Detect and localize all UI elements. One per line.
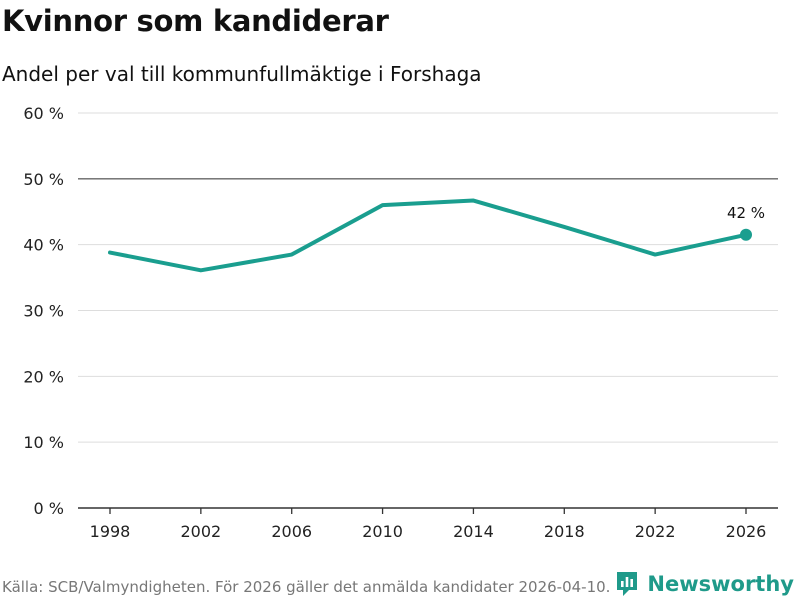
x-tick-label: 2014 <box>453 522 494 541</box>
y-tick-label: 10 % <box>23 433 64 452</box>
y-tick-label: 30 % <box>23 302 64 321</box>
x-tick-label: 2018 <box>544 522 585 541</box>
x-tick-label: 2022 <box>635 522 676 541</box>
data-label: 42 % <box>727 204 765 222</box>
x-tick-label: 2026 <box>726 522 767 541</box>
x-tick-label: 2002 <box>180 522 221 541</box>
y-tick-label: 20 % <box>23 367 64 386</box>
y-tick-label: 60 % <box>23 104 64 123</box>
y-tick-label: 40 % <box>23 236 64 255</box>
source-note: Källa: SCB/Valmyndigheten. För 2026 gäll… <box>2 578 611 596</box>
newsworthy-logo-icon <box>617 572 638 596</box>
brand[interactable]: Newsworthy <box>615 570 794 598</box>
chart-title: Kvinnor som kandiderar <box>2 4 389 38</box>
brand-name: Newsworthy <box>647 572 794 596</box>
series-line <box>108 198 748 273</box>
chart-subtitle: Andel per val till kommunfullmäktige i F… <box>2 62 482 86</box>
x-tick-label: 2006 <box>271 522 312 541</box>
last-data-point <box>740 228 752 241</box>
y-tick-label: 0 % <box>34 499 64 518</box>
y-tick-label: 50 % <box>23 170 64 189</box>
x-tick-label: 1998 <box>90 522 131 541</box>
x-tick-label: 2010 <box>362 522 403 541</box>
